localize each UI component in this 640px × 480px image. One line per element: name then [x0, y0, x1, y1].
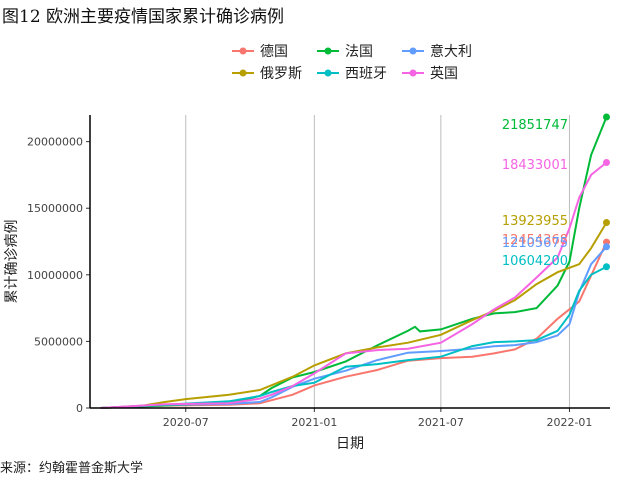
x-tick-label: 2022-01: [546, 416, 592, 429]
source-note: 来源：约翰霍普金斯大学: [0, 461, 144, 476]
legend-item-uk: 英国: [400, 62, 458, 84]
legend-item-germany: 德国: [230, 40, 288, 62]
end-label-russia: 13923955: [502, 214, 568, 229]
legend-label: 法国: [345, 44, 373, 60]
end-label-spain: 10604200: [502, 254, 568, 269]
end-label-germany: 12454368: [502, 233, 568, 248]
legend-item-france: 法国: [315, 40, 373, 62]
x-tick-label: 2020-07: [163, 416, 209, 429]
legend-key: [232, 47, 254, 55]
series-endpoint-spain: [603, 263, 611, 271]
series-endpoints: [603, 113, 611, 271]
legend-label: 西班牙: [345, 66, 387, 82]
legend: 德国 法国 意大利俄罗斯 西班牙 英国: [230, 40, 490, 84]
end-label-uk: 18433001: [502, 158, 568, 173]
legend-label: 意大利: [430, 44, 472, 60]
series-line-italy: [100, 246, 608, 409]
series-lines: [100, 116, 608, 409]
series-line-russia: [100, 222, 608, 409]
legend-key: [402, 69, 424, 77]
end-labels: 12454368 21851747 12105675 13923955 10604200…: [502, 118, 568, 269]
end-label-italy: 12105675: [502, 236, 568, 251]
chart-title: 图12 欧洲主要疫情国家累计确诊病例: [2, 7, 285, 27]
legend-label: 德国: [260, 44, 288, 60]
legend-key: [317, 69, 339, 77]
x-tick-label: 2021-07: [418, 416, 464, 429]
y-tick-label: 0: [76, 402, 83, 415]
y-tick-label: 20000000: [27, 136, 83, 149]
legend-key: [317, 47, 339, 55]
series-line-france: [100, 116, 608, 409]
legend-key: [402, 47, 424, 55]
y-axis-title: 累计确诊病例: [4, 220, 20, 304]
axes: 2020-07 2021-01 2021-07 2022-01 0 5000000 1000…: [4, 115, 610, 452]
series-line-uk: [100, 161, 608, 409]
series-endpoint-italy: [603, 243, 611, 251]
legend-item-italy: 意大利: [400, 40, 472, 62]
series-endpoint-france: [603, 113, 611, 121]
series-endpoint-russia: [603, 219, 611, 227]
x-axis-title: 日期: [336, 436, 364, 452]
legend-key: [232, 69, 254, 77]
legend-item-russia: 俄罗斯: [230, 62, 302, 84]
y-tick-label: 10000000: [27, 269, 83, 282]
legend-label: 俄罗斯: [260, 66, 302, 82]
legend-label: 英国: [430, 66, 458, 82]
series-line-spain: [100, 265, 607, 409]
x-tick-label: 2021-01: [291, 416, 337, 429]
end-label-france: 21851747: [502, 118, 568, 133]
series-endpoint-uk: [603, 159, 611, 167]
y-tick-label: 15000000: [27, 202, 83, 215]
legend-item-spain: 西班牙: [315, 62, 387, 84]
y-tick-label: 5000000: [34, 335, 83, 348]
